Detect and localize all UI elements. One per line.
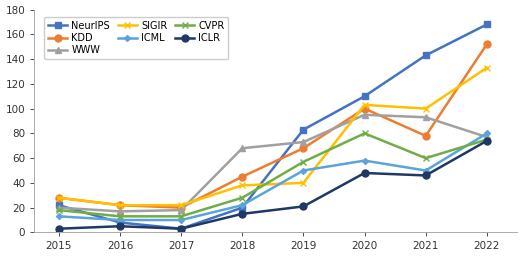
CVPR — [484, 138, 490, 141]
NeurIPS — [484, 23, 490, 26]
KDD — [484, 43, 490, 46]
KDD — [55, 196, 62, 199]
CVPR — [55, 209, 62, 212]
WWW — [423, 116, 429, 119]
ICML — [484, 132, 490, 135]
Line: ICLR: ICLR — [55, 137, 491, 232]
ICML — [55, 215, 62, 218]
ICLR — [300, 205, 306, 208]
ICML — [117, 218, 123, 222]
Line: CVPR: CVPR — [55, 130, 491, 220]
CVPR — [423, 157, 429, 160]
WWW — [178, 209, 184, 212]
Line: ICML: ICML — [56, 131, 489, 222]
Line: KDD: KDD — [55, 41, 491, 211]
KDD — [361, 107, 368, 110]
NeurIPS — [55, 204, 62, 207]
KDD — [117, 204, 123, 207]
SIGIR — [300, 181, 306, 185]
CVPR — [117, 215, 123, 218]
NeurIPS — [361, 95, 368, 98]
KDD — [239, 175, 245, 178]
SIGIR — [117, 204, 123, 207]
ICLR — [117, 225, 123, 228]
ICLR — [55, 227, 62, 230]
WWW — [484, 135, 490, 139]
ICLR — [239, 212, 245, 215]
ICML — [361, 159, 368, 162]
WWW — [55, 206, 62, 209]
SIGIR — [423, 107, 429, 110]
WWW — [300, 141, 306, 144]
SIGIR — [484, 66, 490, 69]
KDD — [300, 147, 306, 150]
ICLR — [361, 171, 368, 175]
KDD — [178, 206, 184, 209]
Line: NeurIPS: NeurIPS — [55, 21, 491, 232]
SIGIR — [239, 184, 245, 187]
ICLR — [178, 227, 184, 230]
SIGIR — [361, 103, 368, 106]
WWW — [117, 210, 123, 213]
Line: WWW: WWW — [56, 112, 490, 214]
CVPR — [361, 132, 368, 135]
SIGIR — [55, 196, 62, 199]
NeurIPS — [178, 227, 184, 230]
CVPR — [239, 196, 245, 199]
KDD — [423, 134, 429, 137]
NeurIPS — [239, 206, 245, 209]
NeurIPS — [423, 54, 429, 57]
ICML — [423, 169, 429, 172]
ICLR — [423, 174, 429, 177]
Legend: NeurIPS, KDD, WWW, SIGIR, ICML, CVPR, ICLR: NeurIPS, KDD, WWW, SIGIR, ICML, CVPR, IC… — [44, 17, 229, 59]
NeurIPS — [300, 128, 306, 131]
ICML — [178, 218, 184, 222]
CVPR — [178, 215, 184, 218]
Line: SIGIR: SIGIR — [55, 64, 491, 209]
SIGIR — [178, 204, 184, 207]
ICML — [239, 204, 245, 207]
NeurIPS — [117, 221, 123, 224]
ICLR — [484, 139, 490, 142]
WWW — [361, 113, 368, 116]
WWW — [239, 147, 245, 150]
ICML — [300, 169, 306, 172]
CVPR — [300, 160, 306, 163]
